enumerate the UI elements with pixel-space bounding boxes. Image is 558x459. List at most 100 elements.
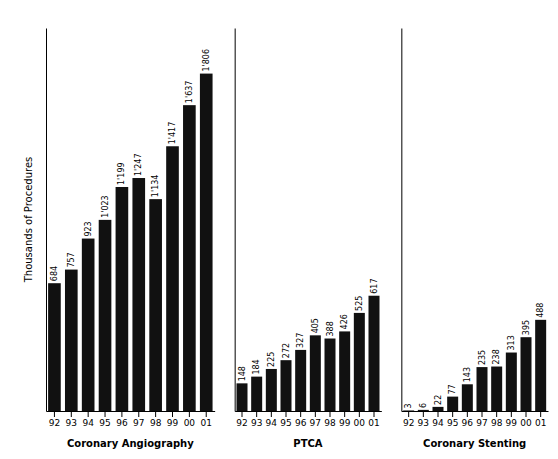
tick-label: 01 <box>535 418 546 428</box>
data-label: 238 <box>492 349 501 364</box>
tick-label: 98 <box>491 418 503 428</box>
tick-mark <box>189 411 190 417</box>
y-axis <box>401 29 402 412</box>
tick-mark <box>526 411 527 417</box>
tick-mark <box>511 411 512 417</box>
chart-root: 6847579231'0231'1991'2471'1341'4171'6371… <box>0 0 558 459</box>
bar <box>200 74 213 411</box>
x-axis: 92 93 9495 969798990001 <box>235 411 382 428</box>
tick: 01 <box>535 411 546 428</box>
tick: 93 <box>66 411 77 428</box>
y-axis <box>235 29 236 412</box>
tick: 95 <box>280 411 291 428</box>
bar <box>354 313 365 411</box>
data-label: 313 <box>507 335 516 350</box>
tick: 95 <box>99 411 110 428</box>
bar <box>325 339 336 411</box>
tick-label: 92 <box>49 418 60 428</box>
data-label: 148 <box>238 366 247 381</box>
tick-label: 93 <box>66 418 77 428</box>
panel: 1481842252723274053884265256179293949596… <box>235 29 382 450</box>
data-labels: 362277143235238313395488 <box>404 303 545 409</box>
data-labels: 148184225272327405388426525617 <box>238 278 379 381</box>
tick: 01 <box>201 411 212 428</box>
tick-label: 98 <box>150 418 162 428</box>
data-label: 1'806 <box>202 49 211 72</box>
tick-label: 96 <box>295 418 307 428</box>
x-axis-title: PTCA <box>293 438 322 449</box>
data-label: 77 <box>448 384 457 394</box>
bar <box>237 383 248 411</box>
tick-mark <box>467 411 468 417</box>
tick-mark <box>423 411 424 417</box>
data-label: 388 <box>326 321 335 336</box>
bar <box>295 350 306 411</box>
tick: 97 <box>476 411 487 428</box>
tick-label: 00 <box>184 418 196 428</box>
tick-label: 95 <box>99 418 110 428</box>
bar <box>266 369 277 411</box>
tick-label: 93 <box>418 418 429 428</box>
bar <box>403 410 414 411</box>
bar <box>310 335 321 411</box>
data-label: 1'023 <box>101 195 110 218</box>
bar <box>477 367 488 411</box>
bar <box>48 283 61 411</box>
data-label: 1'199 <box>117 162 126 185</box>
bar <box>369 296 380 411</box>
tick: 92 <box>236 411 247 428</box>
tick: 99 <box>167 411 179 428</box>
tick-mark <box>374 411 375 417</box>
data-label: 184 <box>252 359 261 374</box>
data-label: 225 <box>267 352 276 367</box>
bar <box>462 384 473 411</box>
tick-label: 97 <box>133 418 144 428</box>
tick-label: 99 <box>506 418 518 428</box>
tick-label: 94 <box>266 418 278 428</box>
tick-mark <box>256 411 257 417</box>
tick-label: 99 <box>339 418 351 428</box>
panel: 6847579231'0231'1991'2471'1341'4171'6371… <box>23 29 215 450</box>
tick-mark <box>452 411 453 417</box>
tick: 93 <box>251 411 262 428</box>
data-label: 923 <box>84 221 93 236</box>
tick-mark <box>300 411 301 417</box>
tick: 01 <box>368 411 379 428</box>
tick-label: 96 <box>116 418 128 428</box>
bar <box>521 337 532 411</box>
data-label: 426 <box>340 314 349 329</box>
data-label: 143 <box>463 367 472 382</box>
data-label: 1'247 <box>134 153 143 176</box>
tick-mark <box>172 411 173 417</box>
tick: 00 <box>354 411 366 428</box>
tick: 94 <box>266 411 278 428</box>
tick: 96 <box>295 411 307 428</box>
bar <box>447 397 458 411</box>
tick: 98 <box>150 411 162 428</box>
tick-label: 01 <box>368 418 379 428</box>
bar <box>535 320 546 411</box>
tick-mark <box>496 411 497 417</box>
tick-label: 95 <box>447 418 458 428</box>
tick: 97 <box>310 411 321 428</box>
x-axis: 92939495969798990001 <box>402 411 549 428</box>
bar <box>251 377 262 411</box>
bar <box>132 178 145 411</box>
tick-mark <box>242 411 243 417</box>
tick-mark <box>271 411 272 417</box>
x-axis-title: Coronary Angiography <box>67 438 194 449</box>
x-axis-title: Coronary Stenting <box>423 438 526 449</box>
tick-label: 01 <box>201 418 212 428</box>
tick-label: 92 <box>236 418 247 428</box>
data-label: 1'417 <box>168 122 177 145</box>
tick-mark <box>408 411 409 417</box>
tick-label: 98 <box>324 418 336 428</box>
tick: 99 <box>339 411 351 428</box>
bar <box>65 270 78 411</box>
panel: 3622771432352383133954889293949596979899… <box>402 29 549 450</box>
y-axis <box>46 29 47 412</box>
bar <box>506 353 517 411</box>
bar <box>339 331 350 411</box>
data-label: 3 <box>404 403 413 408</box>
data-label: 525 <box>355 296 364 311</box>
